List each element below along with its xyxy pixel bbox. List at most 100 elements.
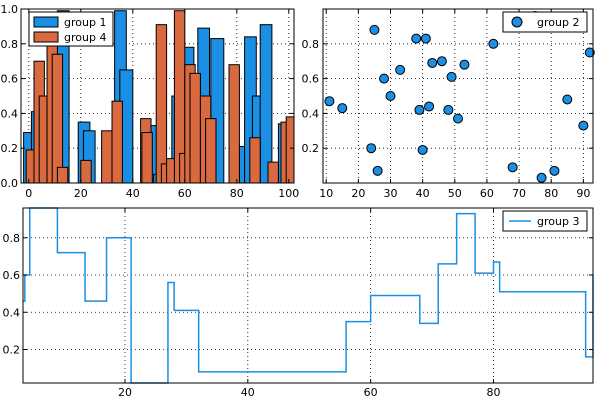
scatter-chart-x-tick-label: 10 (319, 187, 333, 200)
legend-label-group-1: group 1 (64, 16, 106, 29)
scatter-chart-y-tick-label: 0.4 (302, 107, 320, 120)
scatter-chart-x-tick-label: 50 (448, 187, 462, 200)
group-4-bar (267, 161, 279, 183)
group-4-bar (80, 159, 92, 183)
legend-label-group-3: group 3 (537, 215, 579, 228)
step-chart-y-tick-label: 0.8 (3, 232, 21, 245)
bar-chart-x-tick-label: 60 (178, 187, 192, 200)
group-2-point (385, 91, 396, 101)
group-4-bar (189, 72, 201, 183)
scatter-chart-y-tick-label: 0.2 (302, 142, 320, 155)
group-2-point (443, 104, 454, 115)
group-4-bar (141, 132, 153, 183)
group-2-point (417, 144, 428, 155)
bar-chart-y-tick-label: 0.8 (1, 38, 19, 51)
group-2-point (459, 59, 470, 70)
group-2-point (395, 64, 406, 75)
bar-chart-y-tick-label: 0.2 (1, 142, 19, 155)
legend-label-group-4: group 4 (64, 31, 106, 44)
group-4-bar (155, 24, 168, 183)
step-chart-frame (22, 207, 594, 384)
legend-label-group-2: group 2 (537, 16, 579, 29)
scatter-chart-y-tick-label: 0.6 (302, 73, 320, 86)
scatter-chart-ticks: 10 20 30 40 50 60 70 80 90 0.2 0.4 0.6 0.8 (302, 9, 593, 200)
group-4-bar (249, 137, 261, 183)
scatter-chart-x-tick-label: 60 (480, 187, 494, 200)
group-1-bar (259, 24, 273, 183)
step-chart-y-tick-label: 0.4 (3, 306, 21, 319)
scatter-chart-legend: group 2 (502, 11, 588, 33)
group-4-bar (111, 100, 123, 183)
scatter-chart-x-tick-label: 20 (351, 187, 365, 200)
group-2-point (446, 71, 457, 82)
bar-chart-x-tick-label: 0 (25, 187, 32, 200)
bar-chart-ticks: 0 20 40 60 80 100 0.0 0.2 0.4 0.6 0.8 1.0 (1, 3, 300, 200)
group-2-point (578, 120, 589, 131)
bar-chart-frame (20, 8, 295, 184)
step-chart-x-tick-label: 20 (118, 386, 132, 399)
step-chart-x-tick-label: 60 (364, 386, 378, 399)
group-2-point (424, 101, 435, 112)
step-chart-y-tick-label: 0.2 (3, 343, 21, 356)
bar-chart-x-tick-label: 40 (126, 187, 140, 200)
scatter-chart-x-tick-label: 70 (512, 187, 526, 200)
group-2-point (507, 162, 518, 173)
group-2-point (411, 33, 422, 44)
group-2-point (372, 165, 383, 176)
step-chart-ticks: 20 40 60 80 0.2 0.4 0.6 0.8 (3, 208, 593, 399)
group-2-point (562, 94, 573, 105)
group-2-point (427, 57, 438, 68)
legend-swatch-group-4 (33, 31, 59, 43)
group-2-point (420, 33, 431, 44)
bar-chart-y-tick-label: 1.0 (1, 3, 19, 16)
group-2-point (337, 103, 348, 114)
bar-chart-legend: group 1 group 4 (28, 11, 114, 47)
group-4-bar (51, 53, 64, 183)
step-chart-x-tick-label: 40 (241, 386, 255, 399)
group-2-point (379, 73, 390, 84)
scatter-chart-y-tick-label: 0.8 (302, 38, 320, 51)
group-4-bar (101, 130, 113, 183)
group-2-point (453, 113, 463, 124)
step-chart-line-layer (23, 207, 594, 384)
step-chart-panel: 20 40 60 80 0.2 0.4 0.6 0.8 group 3 (3, 207, 594, 399)
group-4-bar (205, 118, 217, 183)
group-2-point (536, 172, 547, 183)
bar-chart-y-tick-label: 0.4 (1, 107, 19, 120)
scatter-chart-x-tick-label: 90 (576, 187, 590, 200)
step-chart-legend-box (502, 210, 588, 232)
group-2-point (324, 96, 335, 107)
step-chart-x-tick-label: 80 (486, 386, 500, 399)
scatter-chart-panel: 10 20 30 40 50 60 70 80 90 0.2 0.4 0.6 0.8 group 2 (302, 8, 595, 200)
bar-chart-y-tick-label: 0.0 (1, 177, 19, 190)
bar-chart-panel: 0 20 40 60 80 100 0.0 0.2 0.4 0.6 0.8 1.0 group 1 g… (1, 3, 300, 200)
group-1-bar (82, 130, 96, 183)
legend-swatch-group-1 (33, 16, 59, 28)
bar-chart-x-tick-label: 80 (230, 187, 244, 200)
step-chart-grid (23, 208, 593, 383)
group-2-point (366, 143, 377, 154)
bar-chart-y-tick-label: 0.6 (1, 73, 19, 86)
scatter-chart-x-tick-label: 80 (544, 187, 558, 200)
legend-marker-group-2 (511, 16, 523, 28)
step-chart-legend: group 3 (502, 210, 588, 232)
scatter-chart-grid (323, 9, 593, 183)
group-4-bar (56, 166, 69, 183)
group-2-point (549, 165, 560, 176)
group-4-bar (285, 116, 294, 183)
scatter-chart-legend-box (502, 11, 588, 33)
group-4-bar (228, 64, 240, 183)
bar-chart-x-tick-label: 100 (278, 187, 299, 200)
group-2-point (436, 56, 447, 67)
scatter-chart-x-tick-label: 30 (384, 187, 398, 200)
group-2-point (414, 104, 425, 115)
group-2-point (584, 47, 595, 58)
bar-chart-bars (23, 10, 294, 183)
group-2-point (488, 38, 499, 49)
step-chart-y-tick-label: 0.6 (3, 269, 21, 282)
group-2-point (369, 24, 380, 35)
group-3-line (23, 207, 594, 384)
scatter-chart-x-tick-label: 40 (416, 187, 430, 200)
